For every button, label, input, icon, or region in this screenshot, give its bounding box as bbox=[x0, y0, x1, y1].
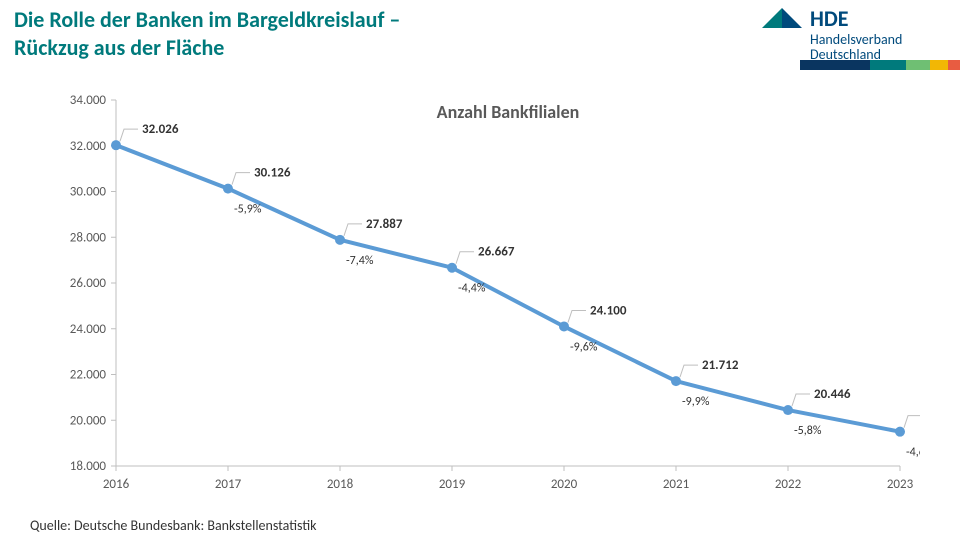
data-point bbox=[671, 376, 681, 386]
color-strip-segment bbox=[906, 60, 930, 70]
leader-line bbox=[232, 173, 250, 185]
data-point bbox=[111, 140, 121, 150]
data-point bbox=[335, 235, 345, 245]
x-tick-label: 2022 bbox=[775, 477, 802, 492]
color-strip-segment bbox=[870, 60, 906, 70]
y-tick-label: 26.000 bbox=[70, 276, 107, 291]
y-tick-label: 30.000 bbox=[70, 185, 107, 200]
pct-label: -5,8% bbox=[794, 424, 822, 438]
pct-label: -4,6% bbox=[906, 446, 920, 460]
value-label: 30.126 bbox=[254, 166, 291, 181]
y-tick-label: 22.000 bbox=[70, 368, 107, 383]
brand-color-strip bbox=[800, 60, 960, 70]
chart-title: Anzahl Bankfilialen bbox=[437, 101, 580, 123]
value-label: 32.026 bbox=[142, 122, 179, 137]
data-point bbox=[447, 263, 457, 273]
leader-line bbox=[456, 252, 474, 264]
pct-label: -7,4% bbox=[346, 254, 374, 268]
page-title-line1: Die Rolle der Banken im Bargeldkreislauf… bbox=[14, 6, 400, 33]
value-label: 20.446 bbox=[814, 387, 851, 402]
leader-line bbox=[344, 224, 362, 236]
logo-abbrev: HDE bbox=[810, 6, 848, 32]
pct-label: -5,9% bbox=[234, 203, 262, 217]
pct-label: -9,9% bbox=[682, 395, 710, 409]
leader-line bbox=[120, 129, 138, 141]
y-tick-label: 32.000 bbox=[70, 139, 107, 154]
x-tick-label: 2019 bbox=[439, 477, 466, 492]
logo-triangle-icon bbox=[762, 8, 802, 28]
x-tick-label: 2018 bbox=[327, 477, 354, 492]
hde-logo: HDE Handelsverband Deutschland bbox=[760, 6, 940, 62]
y-tick-label: 20.000 bbox=[70, 413, 107, 428]
y-tick-label: 28.000 bbox=[70, 230, 107, 245]
pct-label: -4,4% bbox=[458, 282, 486, 296]
x-tick-label: 2016 bbox=[103, 477, 130, 492]
value-label: 27.887 bbox=[366, 217, 403, 232]
y-tick-label: 24.000 bbox=[70, 322, 107, 337]
x-tick-label: 2021 bbox=[663, 477, 689, 492]
leader-line bbox=[792, 394, 810, 406]
y-tick-label: 18.000 bbox=[70, 459, 107, 474]
color-strip-segment bbox=[800, 60, 870, 70]
x-tick-label: 2023 bbox=[887, 477, 914, 492]
data-point bbox=[895, 427, 905, 437]
source-label: Quelle: Deutsche Bundesbank: Bankstellen… bbox=[30, 517, 317, 534]
leader-line bbox=[904, 416, 920, 428]
color-strip-segment bbox=[948, 60, 960, 70]
x-tick-label: 2020 bbox=[551, 477, 578, 492]
leader-line bbox=[568, 310, 586, 322]
x-tick-label: 2017 bbox=[215, 477, 242, 492]
color-strip-segment bbox=[930, 60, 948, 70]
page-title-line2: Rückzug aus der Fläche bbox=[14, 34, 224, 61]
pct-label: -9,6% bbox=[570, 340, 598, 354]
data-point bbox=[559, 321, 569, 331]
data-point bbox=[783, 405, 793, 415]
value-label: 21.712 bbox=[702, 358, 739, 373]
y-tick-label: 34.000 bbox=[70, 93, 107, 108]
line-series bbox=[116, 145, 900, 432]
leader-line bbox=[680, 365, 698, 377]
data-point bbox=[223, 184, 233, 194]
value-label: 24.100 bbox=[590, 303, 627, 318]
bank-branches-chart: 18.000 20.000 22.000 24.000 26.000 28.000 30.0… bbox=[60, 90, 920, 500]
value-label: 26.667 bbox=[478, 245, 515, 260]
